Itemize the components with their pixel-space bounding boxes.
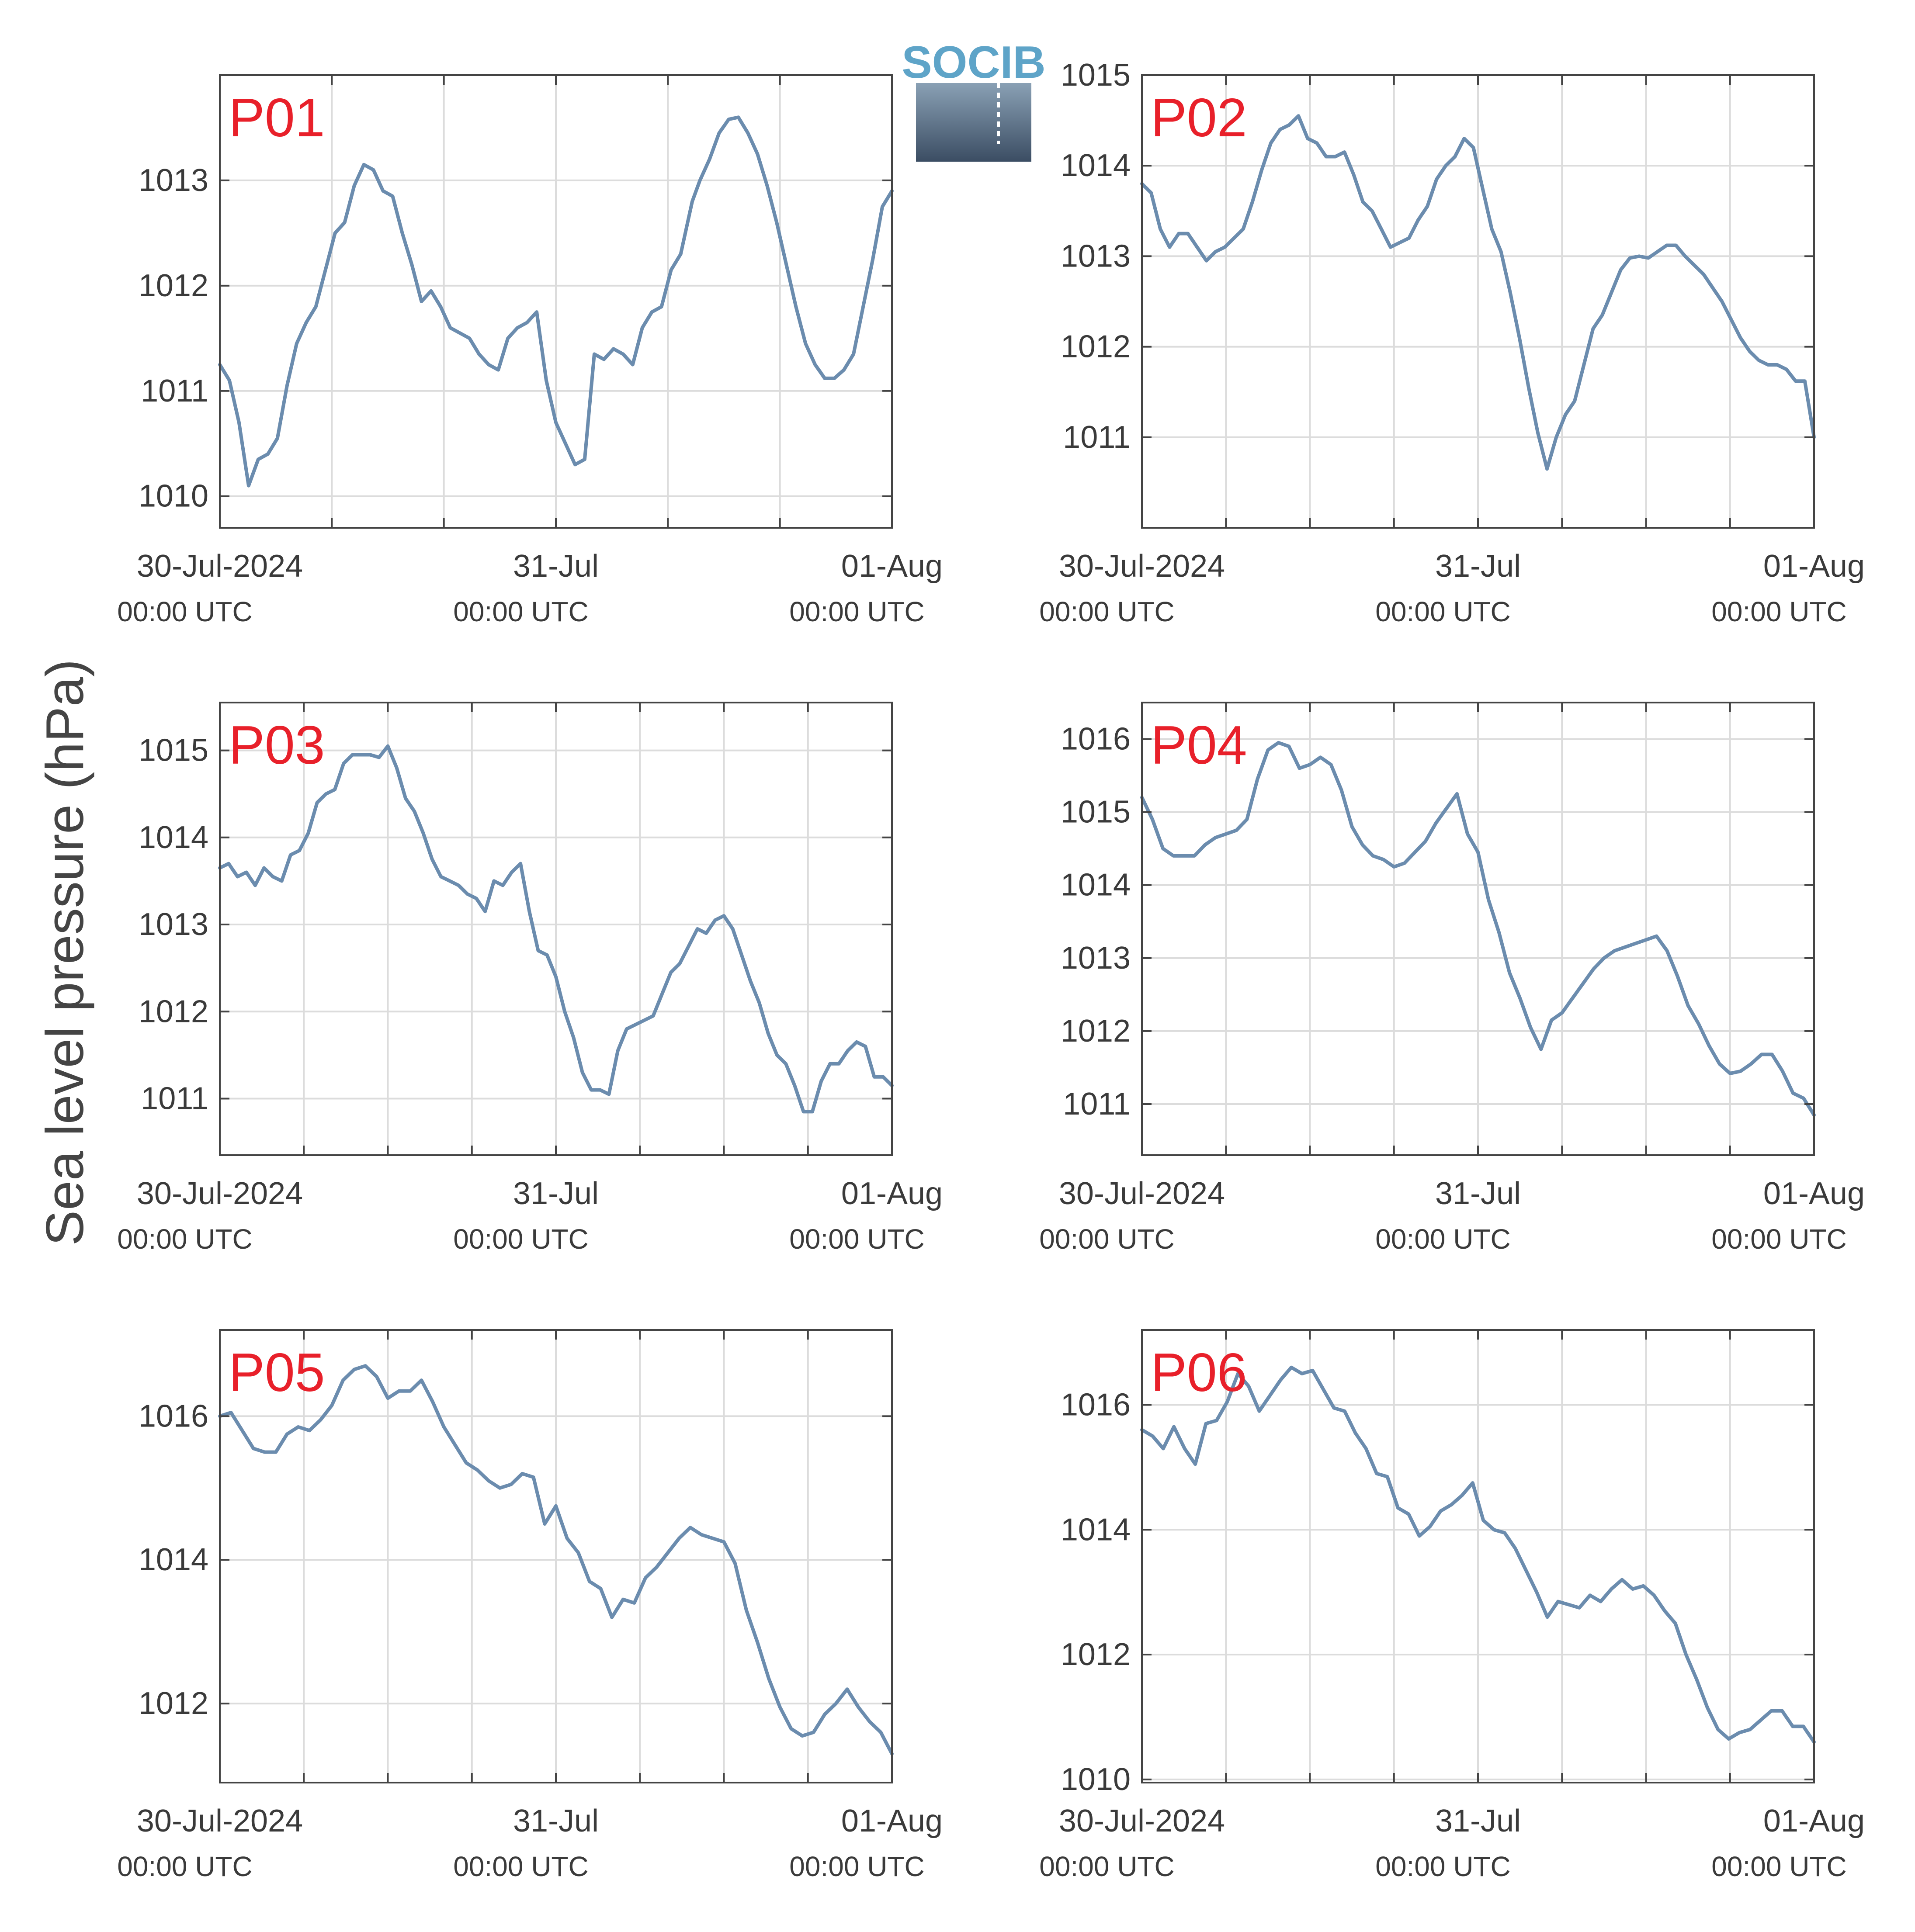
x-tick-label-time: 00:00 UTC [117, 1223, 252, 1255]
y-tick-label: 1012 [139, 1686, 208, 1721]
logo-background [916, 78, 1031, 162]
x-tick-label-time: 00:00 UTC [1375, 1851, 1510, 1882]
logo-text: SOCIB [902, 37, 1045, 88]
x-tick-label-date: 31-Jul [1435, 549, 1521, 584]
panel-p06: 1010 1012 1014 1016 30-Jul-2024 00:00 UTC 31-J… [1039, 1329, 1865, 1882]
x-tick-label-date: 31-Jul [513, 1804, 599, 1839]
x-tick-label-time: 00:00 UTC [1711, 1223, 1846, 1255]
grid [219, 75, 893, 528]
logo-top-band [916, 44, 1031, 83]
y-tick-label: 1011 [141, 1081, 208, 1116]
x-tick-label-date: 30-Jul-2024 [137, 1804, 303, 1839]
x-tick-label-time: 00:00 UTC [1039, 596, 1174, 627]
x-tick-label-date: 30-Jul-2024 [1059, 549, 1225, 584]
panel-p03: 1011 1012 1013 1014 1015 30-Jul-2024 00:00 UTC… [117, 702, 943, 1255]
y-tick-label: 1011 [1063, 420, 1131, 455]
tick-marks [1141, 1330, 1815, 1783]
tick-marks [219, 703, 893, 1155]
tick-marks [1141, 703, 1815, 1155]
y-tick-label: 1011 [141, 374, 208, 409]
x-tick-label-date: 31-Jul [1435, 1804, 1521, 1839]
grid [1141, 703, 1815, 1155]
pressure-line [1140, 1365, 1816, 1744]
x-tick-label-time: 00:00 UTC [117, 1851, 252, 1882]
pressure-line [1140, 741, 1816, 1117]
station-label: P01 [229, 88, 325, 148]
y-tick-label: 1015 [1061, 795, 1131, 830]
y-tick-label: 1014 [1061, 148, 1131, 183]
y-tick-label: 1012 [1061, 1637, 1131, 1672]
panel-p04: 1011 1012 1013 1014 1015 1016 30-Jul-2024 00:00… [1039, 702, 1865, 1255]
x-tick-label-time: 00:00 UTC [1039, 1851, 1174, 1882]
socib-logo: SOCIB [902, 37, 1046, 162]
y-axis-label: Sea level pressure (hPa) [35, 659, 94, 1246]
y-tick-label: 1015 [139, 733, 208, 768]
x-tick-label-time: 00:00 UTC [453, 596, 588, 627]
y-tick-label: 1014 [139, 1542, 208, 1577]
y-tick-label: 1012 [139, 994, 208, 1029]
station-label: P02 [1151, 88, 1247, 148]
station-label: P04 [1151, 715, 1247, 776]
x-tick-label-date: 01-Aug [841, 549, 943, 584]
x-tick-label-time: 00:00 UTC [1711, 596, 1846, 627]
pressure-line [1140, 114, 1816, 471]
y-tick-label: 1016 [139, 1399, 208, 1433]
y-tick-label: 1012 [139, 268, 208, 303]
station-label: P05 [229, 1343, 325, 1403]
y-tick-label: 1011 [1063, 1087, 1131, 1122]
panels: 1010 1011 1012 1013 30-Jul-2024 00:00 UTC 31-J… [117, 58, 1865, 1882]
x-tick-label-date: 30-Jul-2024 [1059, 1176, 1225, 1211]
y-tick-label: 1013 [1061, 941, 1131, 976]
tick-marks [219, 1330, 893, 1783]
y-tick-label: 1013 [139, 163, 208, 198]
y-tick-label: 1013 [139, 907, 208, 942]
tick-marks [219, 75, 893, 528]
y-tick-label: 1014 [1061, 868, 1131, 903]
x-tick-label-date: 01-Aug [841, 1804, 943, 1839]
y-tick-label: 1013 [1061, 239, 1131, 274]
panel-p01: 1010 1011 1012 1013 30-Jul-2024 00:00 UTC 31-J… [117, 74, 943, 627]
y-tick-label: 1012 [1061, 1014, 1131, 1049]
x-tick-label-date: 01-Aug [841, 1176, 943, 1211]
x-tick-label-date: 01-Aug [1763, 549, 1865, 584]
panel-p05: 1012 1014 1016 30-Jul-2024 00:00 UTC 31-Jul 00… [117, 1329, 943, 1882]
x-tick-label-date: 30-Jul-2024 [1059, 1804, 1225, 1839]
y-tick-label: 1010 [1061, 1762, 1131, 1797]
x-tick-label-date: 01-Aug [1763, 1804, 1865, 1839]
x-tick-label-date: 31-Jul [1435, 1176, 1521, 1211]
y-tick-label: 1010 [139, 479, 208, 514]
tick-marks [1141, 74, 1815, 528]
pressure-line [218, 115, 894, 488]
x-tick-label-date: 31-Jul [513, 549, 599, 584]
x-tick-label-time: 00:00 UTC [1375, 1223, 1510, 1255]
station-label: P03 [229, 715, 325, 776]
station-label: P06 [1151, 1343, 1247, 1403]
x-tick-label-date: 30-Jul-2024 [137, 549, 303, 584]
x-tick-label-time: 00:00 UTC [1039, 1223, 1174, 1255]
panel-p02: 1011 1012 1013 1014 1015 30-Jul-2024 00:00 UTC… [1039, 58, 1865, 627]
y-tick-label: 1015 [1061, 58, 1131, 93]
pressure-line [218, 1364, 894, 1756]
x-tick-label-date: 01-Aug [1763, 1176, 1865, 1211]
y-tick-label: 1014 [139, 820, 208, 855]
x-tick-label-time: 00:00 UTC [789, 1851, 924, 1882]
x-tick-label-time: 00:00 UTC [1711, 1851, 1846, 1882]
x-tick-label-time: 00:00 UTC [453, 1223, 588, 1255]
x-tick-label-time: 00:00 UTC [117, 596, 252, 627]
y-tick-label: 1014 [1061, 1512, 1131, 1547]
x-tick-label-date: 30-Jul-2024 [137, 1176, 303, 1211]
y-tick-label: 1012 [1061, 329, 1131, 364]
y-tick-label: 1016 [1061, 1387, 1131, 1422]
pressure-line [218, 744, 894, 1114]
y-tick-label: 1016 [1061, 722, 1131, 757]
x-tick-label-time: 00:00 UTC [789, 1223, 924, 1255]
x-tick-label-time: 00:00 UTC [1375, 596, 1510, 627]
x-tick-label-time: 00:00 UTC [789, 596, 924, 627]
x-tick-label-date: 31-Jul [513, 1176, 599, 1211]
x-tick-label-time: 00:00 UTC [453, 1851, 588, 1882]
